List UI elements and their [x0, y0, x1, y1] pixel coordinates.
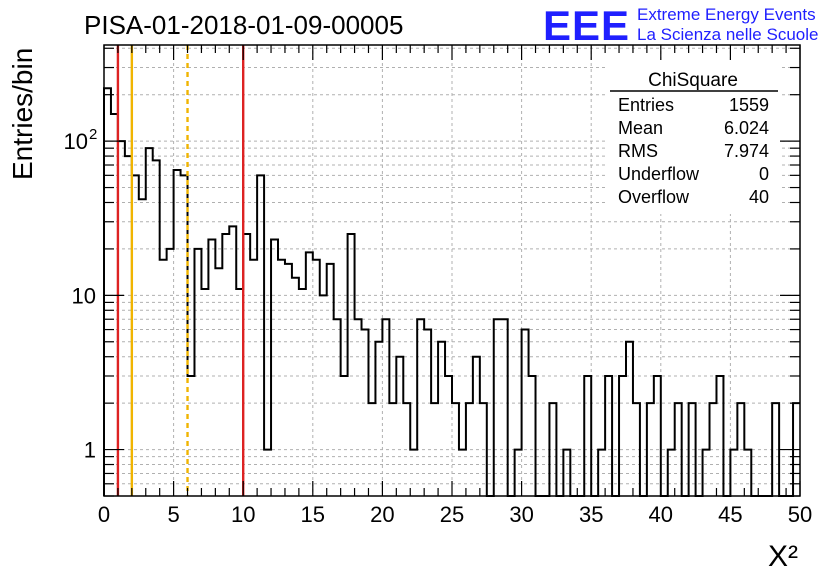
- histogram-bin: [626, 342, 633, 496]
- histogram-bin: [104, 88, 111, 496]
- histogram-outline: [103, 87, 800, 497]
- x-tick-label: 15: [301, 502, 325, 527]
- stats-title: ChiSquare: [648, 70, 738, 91]
- histogram-bin: [619, 376, 626, 496]
- stats-label: RMS: [618, 141, 658, 161]
- histogram-bin: [174, 170, 181, 496]
- histogram-bin: [327, 264, 334, 496]
- histogram-bin: [522, 330, 529, 496]
- project-subtitle: La Scienza nelle Scuole: [637, 25, 818, 44]
- stats-value: 40: [749, 187, 769, 207]
- histogram-bin: [654, 376, 661, 496]
- histogram-bin: [167, 249, 174, 496]
- x-axis-label: X²: [768, 540, 798, 572]
- histogram-bin: [139, 199, 146, 496]
- histogram-bin: [529, 376, 536, 496]
- x-tick-label: 10: [231, 502, 255, 527]
- y-tick-label: 10: [72, 283, 96, 308]
- histogram-bin: [271, 240, 278, 496]
- histogram-bin: [473, 357, 480, 496]
- histogram-bin: [424, 330, 431, 496]
- histogram-bin: [229, 226, 236, 496]
- histogram-bin: [334, 319, 341, 496]
- histogram-bin: [341, 376, 348, 496]
- x-tick-label: 40: [649, 502, 673, 527]
- project-name: Extreme Energy Events: [637, 5, 816, 24]
- histogram-bin: [445, 376, 452, 496]
- histogram-bin: [208, 240, 215, 496]
- histogram-bin: [382, 319, 389, 496]
- x-tick-label: 0: [98, 502, 110, 527]
- histogram-bin: [501, 319, 508, 496]
- y-axis-label: Entries/bin: [7, 48, 38, 180]
- histogram-bin: [584, 376, 591, 496]
- x-tick-label: 20: [370, 502, 394, 527]
- stats-value: 1559: [729, 95, 769, 115]
- eee-logo: EEE: [543, 2, 630, 49]
- histogram-bin: [355, 319, 362, 496]
- histogram-bin: [494, 319, 501, 496]
- histogram-bin: [716, 376, 723, 496]
- x-tick-label: 50: [788, 502, 812, 527]
- stats-label: Entries: [618, 95, 674, 115]
- stats-label: Underflow: [618, 164, 700, 184]
- y-tick-exponent: 2: [89, 126, 97, 143]
- x-tick-label: 25: [440, 502, 464, 527]
- y-tick-label: 1: [84, 438, 96, 463]
- x-tick-label: 35: [579, 502, 603, 527]
- histogram-bin: [417, 319, 424, 496]
- x-tick-label: 45: [718, 502, 742, 527]
- histogram-bin: [153, 160, 160, 496]
- histogram-bin: [257, 175, 264, 496]
- histogram-bin: [362, 330, 369, 496]
- stats-label: Overflow: [618, 187, 690, 207]
- stats-value: 7.974: [724, 141, 769, 161]
- histogram-bin: [605, 376, 612, 496]
- x-tick-label: 5: [167, 502, 179, 527]
- y-tick-label: 10: [64, 129, 88, 154]
- stats-value: 6.024: [724, 118, 769, 138]
- stats-box: ChiSquare Entries 1559 Mean 6.024 RMS 7.974 Un…: [608, 62, 780, 214]
- histogram-bin: [396, 357, 403, 496]
- run-title: PISA-01-2018-01-09-00005: [84, 10, 403, 40]
- histogram-bin: [438, 342, 445, 496]
- histogram-bin: [306, 252, 313, 496]
- histogram-bin: [320, 295, 327, 496]
- x-tick-label: 30: [509, 502, 533, 527]
- stats-label: Mean: [618, 118, 663, 138]
- stats-value: 0: [759, 164, 769, 184]
- histogram-bin: [194, 249, 201, 496]
- histogram-bin: [375, 342, 382, 496]
- histogram-bin: [146, 148, 153, 496]
- histogram-bin: [285, 264, 292, 496]
